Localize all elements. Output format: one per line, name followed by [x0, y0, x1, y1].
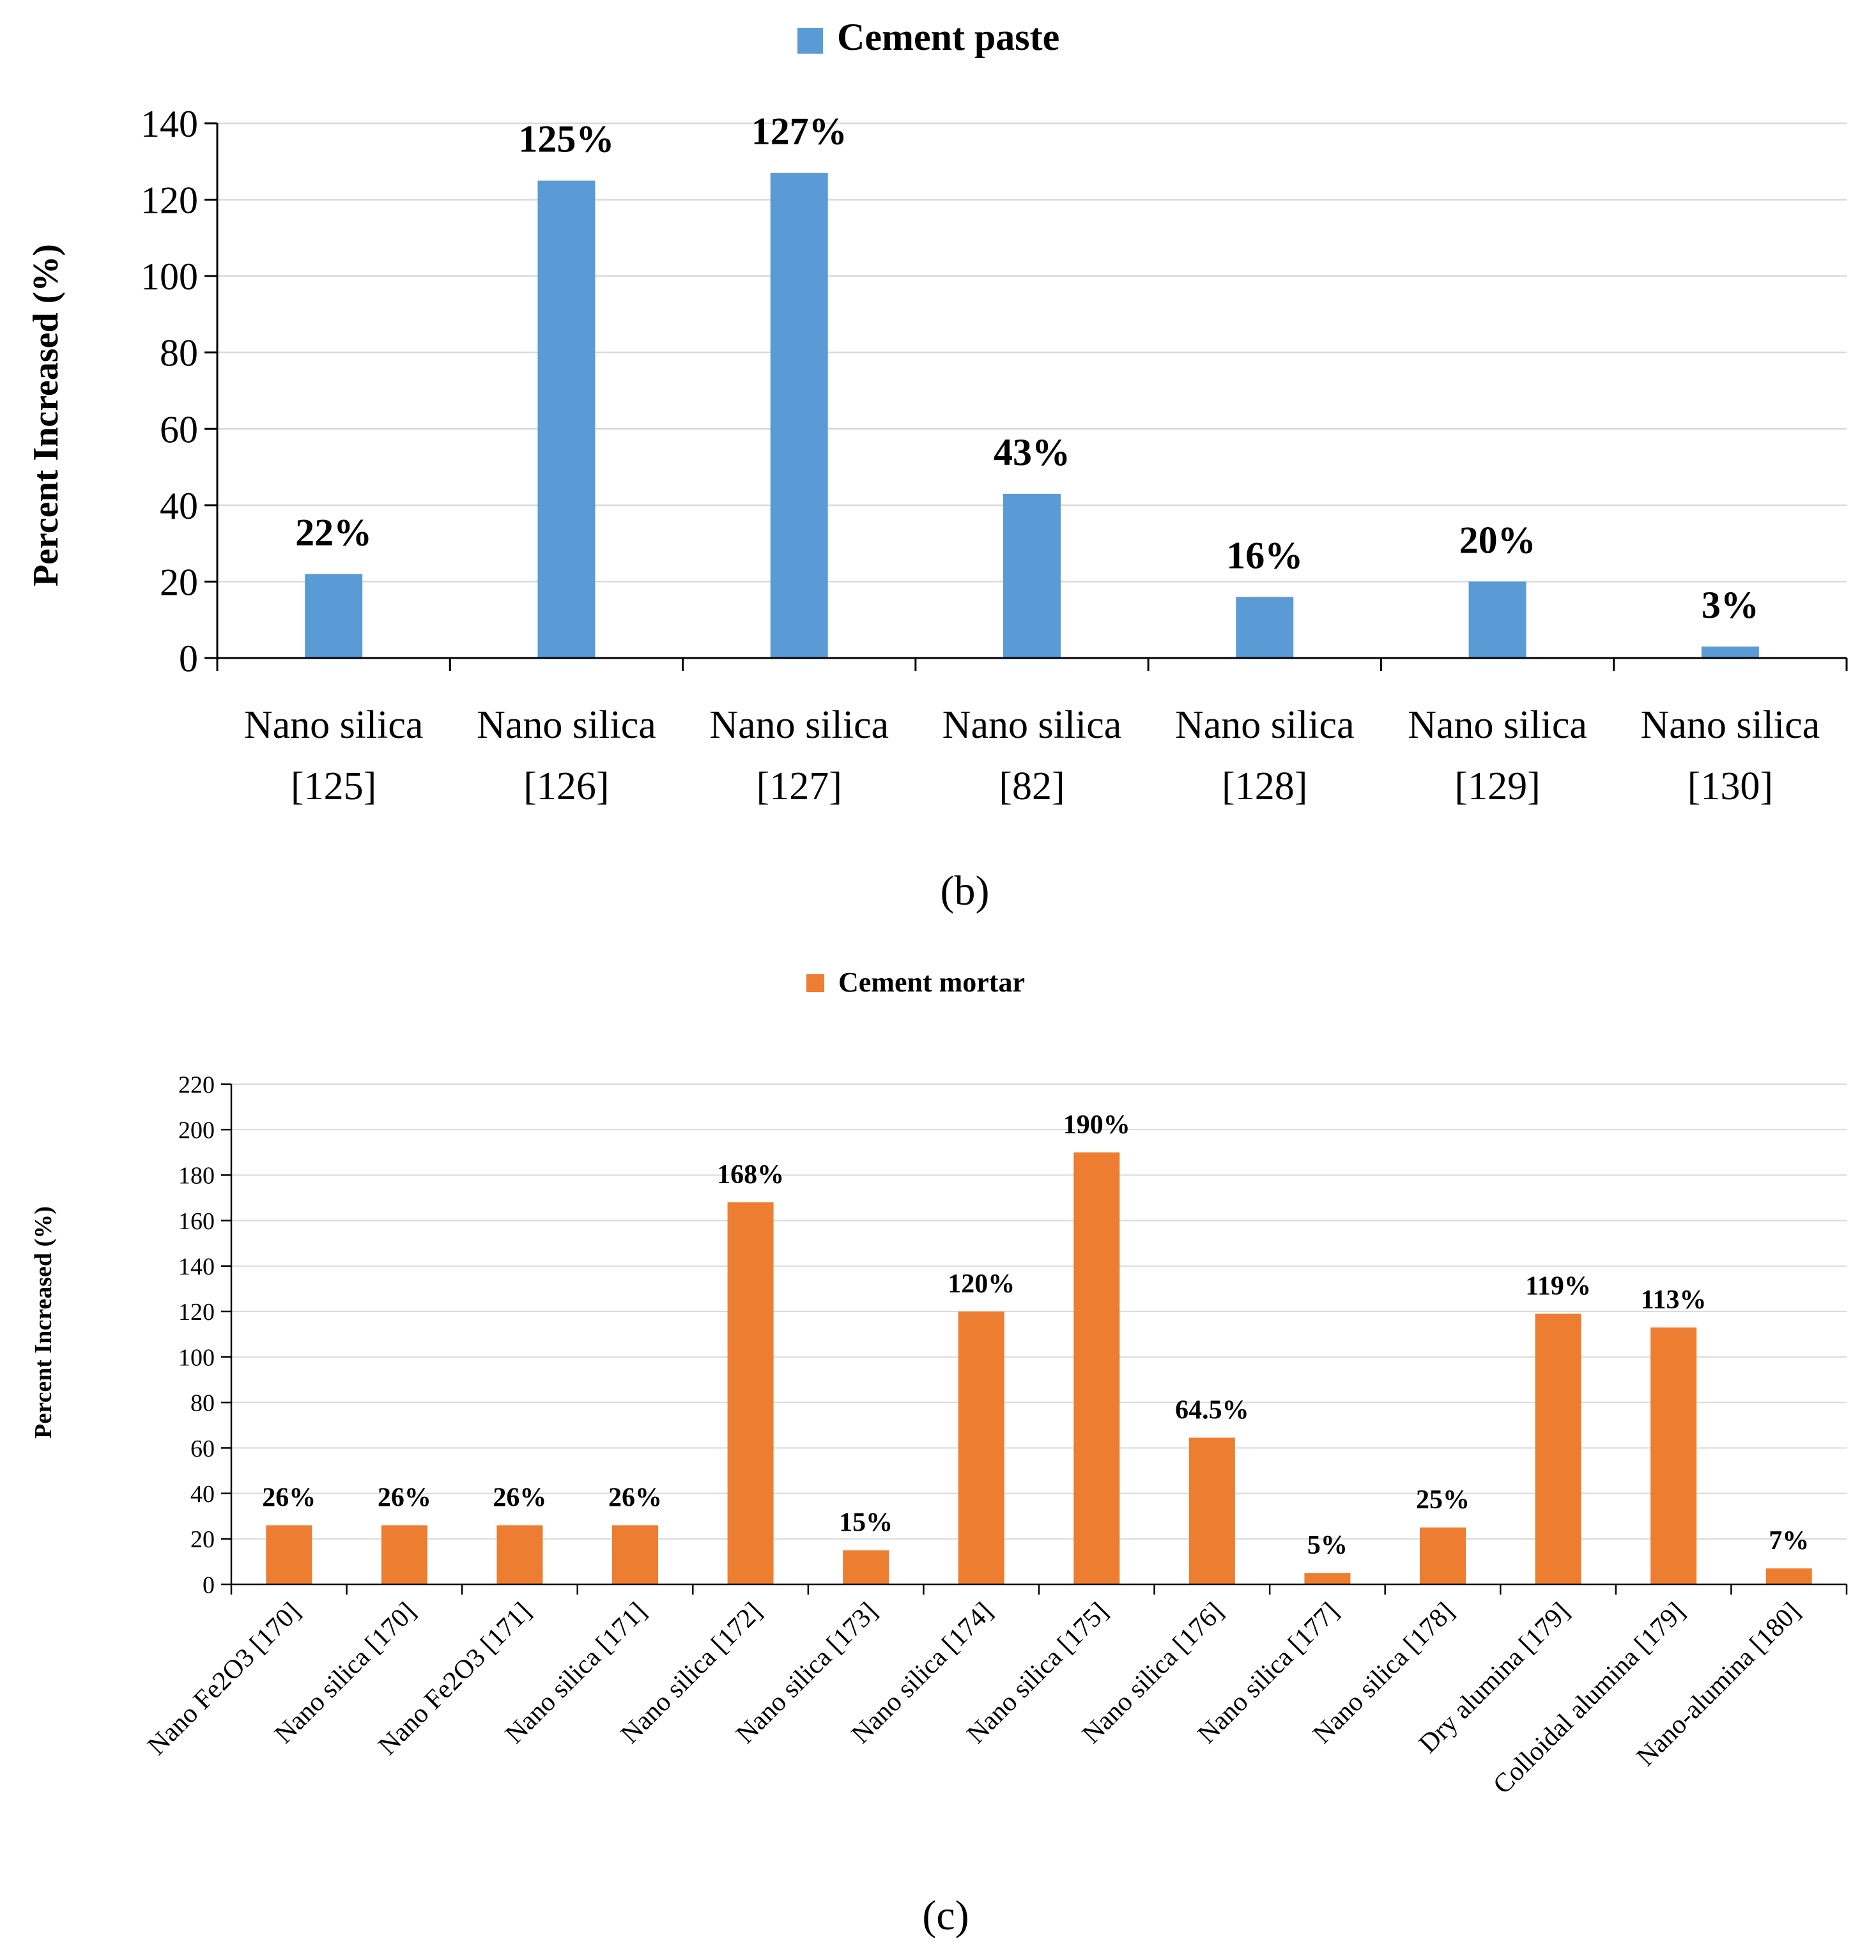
- y-tick-label: 20: [160, 561, 198, 603]
- bar: [1765, 1568, 1812, 1584]
- data-label: 125%: [518, 118, 614, 160]
- bar: [1468, 581, 1526, 658]
- x-tick-label: Nano silica: [942, 703, 1122, 747]
- chart-b-x-tick-labels: Nano silica [125] Nano silica [126] Nano sil…: [244, 703, 1820, 808]
- x-tick-label: [127]: [757, 765, 842, 808]
- data-label: 113%: [1641, 1285, 1707, 1315]
- data-label: 127%: [751, 111, 847, 153]
- chart-c-bars: [266, 1152, 1812, 1584]
- bar: [770, 172, 828, 658]
- bar: [381, 1525, 427, 1584]
- data-label: 26%: [262, 1483, 316, 1512]
- x-tick-label: Nano silica: [244, 703, 424, 747]
- data-label: 64.5%: [1175, 1395, 1249, 1425]
- y-tick-label: 160: [178, 1208, 215, 1235]
- y-tick-label: 120: [141, 180, 198, 222]
- bar: [727, 1202, 774, 1584]
- data-label: 26%: [608, 1483, 662, 1512]
- x-tick-label: Nano silica: [709, 703, 889, 747]
- y-tick-label: 40: [160, 485, 198, 527]
- bar: [1073, 1152, 1120, 1584]
- data-label: 25%: [1416, 1485, 1470, 1515]
- data-label: 5%: [1307, 1531, 1348, 1560]
- chart-b-legend-label: Cement paste: [837, 16, 1059, 58]
- data-label: 15%: [839, 1508, 893, 1538]
- x-tick-label: [126]: [523, 765, 609, 808]
- y-tick-label: 80: [190, 1390, 215, 1417]
- bar: [496, 1525, 543, 1584]
- data-label: 119%: [1525, 1271, 1591, 1301]
- data-label: 26%: [378, 1483, 431, 1512]
- bar: [843, 1550, 889, 1584]
- x-tick-label: Nano silica: [477, 703, 656, 747]
- bar: [1304, 1573, 1351, 1584]
- y-tick-label: 120: [178, 1299, 215, 1326]
- y-tick-label: 60: [190, 1436, 215, 1462]
- y-tick-label: 80: [160, 332, 198, 374]
- x-tick-label: Nano silica: [1175, 703, 1355, 747]
- data-label: 43%: [994, 431, 1070, 473]
- bar: [1650, 1327, 1697, 1584]
- bar: [612, 1525, 658, 1584]
- chart-b: Cement paste 0 20 40 60 80 100 120 140 22% 125% 1…: [26, 16, 1848, 914]
- bar: [1188, 1437, 1235, 1584]
- bar: [1236, 597, 1294, 658]
- y-tick-label: 200: [178, 1117, 215, 1144]
- chart-c-axes: [230, 1084, 1848, 1595]
- bar: [1535, 1313, 1581, 1584]
- bar: [305, 574, 363, 658]
- chart-b-legend-swatch: [797, 28, 823, 54]
- y-tick-label: 220: [178, 1071, 215, 1098]
- chart-b-axes: [216, 123, 1848, 671]
- x-tick-label: Nano silica: [1641, 703, 1820, 747]
- bar: [537, 180, 596, 658]
- data-label: 168%: [717, 1160, 784, 1190]
- bar: [958, 1311, 1004, 1584]
- data-label: 120%: [948, 1269, 1015, 1299]
- y-tick-label: 100: [141, 256, 198, 298]
- data-label: 3%: [1702, 584, 1759, 626]
- bar: [266, 1525, 312, 1584]
- y-tick-label: 140: [178, 1253, 215, 1280]
- data-label: 20%: [1459, 519, 1536, 561]
- chart-b-data-labels: 22% 125% 127% 43% 16% 20% 3%: [295, 111, 1759, 626]
- bar: [1701, 647, 1759, 658]
- chart-b-bars: [305, 172, 1759, 658]
- chart-c-y-axis-label: Percent Increased (%): [30, 1206, 57, 1439]
- chart-c-y-ticks: 0 20 40 60 80 100 120 140 160 180 200 220: [178, 1071, 231, 1598]
- chart-b-y-ticks: 0 20 40 60 80 100 120 140: [141, 103, 217, 680]
- x-tick-label: [125]: [291, 765, 376, 808]
- chart-b-caption: (b): [941, 868, 990, 914]
- chart-b-gridlines: [217, 122, 1847, 583]
- y-tick-label: 100: [178, 1344, 215, 1371]
- x-tick-label: [129]: [1454, 765, 1540, 808]
- x-tick-label: Nano silica: [1408, 703, 1587, 747]
- bar: [1003, 493, 1061, 658]
- data-label: 22%: [295, 511, 372, 553]
- y-tick-label: 40: [190, 1481, 215, 1508]
- chart-b-legend: Cement paste: [797, 16, 1059, 58]
- bar: [1420, 1527, 1466, 1584]
- chart-c-legend-swatch: [806, 974, 824, 992]
- data-label: 7%: [1769, 1526, 1809, 1556]
- y-tick-label: 140: [141, 103, 198, 145]
- chart-c-legend-label: Cement mortar: [838, 967, 1025, 998]
- chart-c-legend: Cement mortar: [806, 967, 1025, 998]
- x-tick-label: [130]: [1688, 765, 1773, 808]
- y-tick-label: 180: [178, 1163, 215, 1190]
- chart-c-caption: (c): [922, 1892, 969, 1939]
- data-label: 190%: [1063, 1110, 1130, 1140]
- y-tick-label: 20: [190, 1526, 215, 1553]
- y-tick-label: 0: [179, 638, 198, 680]
- x-tick-label: [82]: [999, 765, 1065, 808]
- data-label: 26%: [493, 1483, 546, 1512]
- x-tick-label: [128]: [1222, 765, 1307, 808]
- y-tick-label: 60: [160, 408, 198, 450]
- chart-b-y-axis-label: Percent Increased (%): [26, 244, 66, 586]
- y-tick-label: 0: [203, 1572, 215, 1598]
- data-label: 16%: [1226, 534, 1303, 576]
- chart-c-data-labels: 26% 26% 26% 26% 168% 15% 120% 190% 64.5% 5% 25% 119…: [262, 1110, 1809, 1560]
